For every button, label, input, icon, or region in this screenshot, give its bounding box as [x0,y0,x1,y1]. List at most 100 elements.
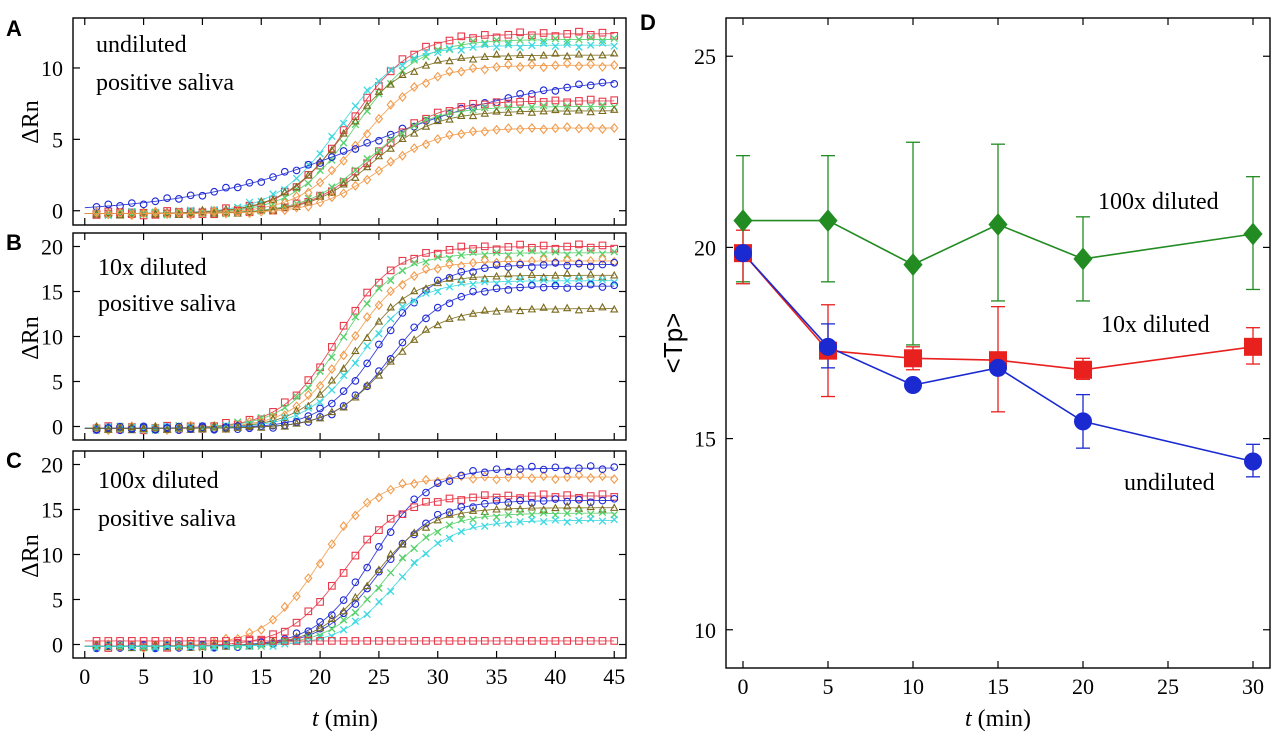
panel-b-data-point [328,386,336,394]
panel-c-data-point [457,471,466,480]
panel-c-data-point [516,465,524,473]
panel-a-data-point [469,37,477,45]
panel-a-data-point [127,209,137,220]
panel-a-data-point [598,36,607,45]
panel-b-data-point [374,370,384,379]
panel-a-data-point [610,96,619,105]
panel-a-data-point [527,108,537,116]
panel-b-data-point [539,261,548,269]
panel-d-ylabel: <Tp> [658,313,688,374]
panel-a-data-point [504,94,513,102]
panel-b-data-point [127,422,137,431]
panel-b-data-point [92,423,101,431]
panel-a-data-point [363,86,371,94]
panel-b-data-point [351,330,360,341]
panel-c-data-point [574,504,584,512]
panel-b-data-point [398,309,407,317]
panel-a-data-point [339,188,348,199]
panel-c-data-point [292,637,301,646]
panel-a-fit-line [84,81,615,209]
panel-a-data-point [386,80,395,88]
panel-c-data-point [504,498,513,507]
panel-c-data-point [433,479,442,487]
panel-a-data-point [409,129,419,137]
panel-c-data-point [292,591,301,602]
panel-c-data-point [339,596,348,604]
panel-c-data-point [280,627,289,636]
panel-b-data-point [374,300,384,311]
panel-c-data-point [469,503,477,511]
panel-b-data-point [480,306,490,314]
panel-c-data-point [398,510,407,519]
panel-c-data-point [280,637,289,645]
panel-c-data-point [410,503,419,512]
panel-b-data-point [468,272,478,280]
panel-a-data-point [433,134,442,145]
panel-a-data-point [421,139,431,150]
panel-b-data-point [469,280,477,289]
panel-b-data-point [316,413,324,421]
panel-a-data-point [374,113,384,124]
panel-c-data-point [116,643,124,651]
panel-c-data-point [151,644,160,652]
panel-b-ylabel: ΔRn [18,316,44,359]
panel-b-data-point [480,287,489,296]
panel-b-data-point [304,376,313,384]
panel-a-data-point [257,178,266,186]
panel-a-data-point [351,102,360,110]
panel-c-data-point [386,587,395,596]
panel-a-data-point [551,87,560,95]
panel-c-annotation-line1: 100x diluted [98,468,219,494]
panel-c-data-point [386,484,395,495]
panel-c-data-point [504,491,513,500]
panel-a-data-point [516,43,524,52]
panel-b-data-point [315,390,325,398]
panel-c-data-point [139,641,148,650]
panel-a-data-point [268,204,278,215]
panel-a-data-point [492,36,501,44]
panel-c-fit-line [84,476,615,647]
panel-a-data-point [398,55,407,63]
panel-b-data-point [115,423,125,432]
panel-b-data-point [328,399,336,408]
panel-c-data-point [551,495,560,503]
x-tick-label: 15 [987,674,1009,699]
panel-c-data-point [375,598,383,606]
y-tick-label: 20 [694,235,716,260]
panel-a-data-point [539,29,548,37]
y-tick-label: 5 [52,588,63,613]
panel-b-data-point [551,281,560,290]
panel-a-frame [72,17,627,226]
panel-b-data-point [492,271,501,280]
panel-c-data-point [327,539,337,550]
panel-b-data-point [363,342,371,350]
panel-a-data-point [328,144,336,153]
panel-a-data-point [481,103,489,112]
panel-c-data-point [128,643,136,651]
y-tick-label: 5 [52,127,63,152]
panel-b-data-point [280,413,290,422]
panel-c-data-point [528,462,536,471]
panel-b-data-point [480,264,489,273]
panel-d-data-point [988,213,1008,236]
panel-a-data-point [551,34,560,43]
right-xlabel-var: t [965,706,973,732]
panel-b-data-point [410,271,419,281]
panel-c-data-point [480,507,490,516]
panel-c-data-point [139,644,148,652]
panel-a-data-point [151,207,160,218]
panel-a-data-point [268,205,278,214]
panel-c-data-point [421,523,431,531]
panel-a-data-point [598,101,607,110]
panel-b-data-point [268,420,278,429]
panel-a-data-point [375,136,383,145]
panel-a-data-point [210,187,219,196]
panel-c-data-point [504,467,513,476]
panel-d-series-line [742,252,1254,463]
panel-a-data-point [574,61,584,72]
panel-a-data-point [339,155,348,166]
panel-a-data-point [351,140,360,151]
panel-a-data-point [609,48,619,57]
panel-c-data-point [386,568,395,577]
panel-a-data-point [151,197,160,206]
